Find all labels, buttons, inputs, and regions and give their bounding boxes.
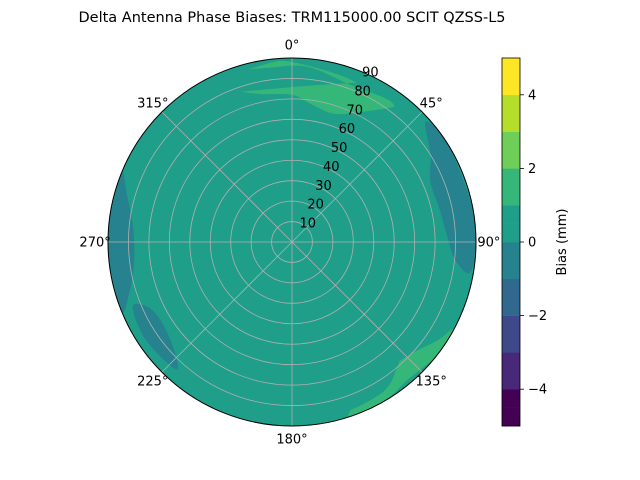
angular-gridline-315 — [161, 111, 293, 243]
radial-label-30: 30 — [315, 179, 332, 194]
angular-tick-labels: 0° 45° 90° 135° 180° 225° 270° 315° — [79, 39, 500, 448]
radial-label-40: 40 — [323, 160, 340, 175]
colorbar-band-11 — [502, 205, 520, 224]
radial-label-80: 80 — [354, 84, 371, 99]
radial-label-70: 70 — [347, 103, 364, 118]
radial-label-90: 90 — [362, 66, 379, 81]
angular-gridline-135 — [291, 241, 423, 373]
angle-label-0: 0° — [285, 39, 300, 54]
colorbar-band-19 — [502, 58, 520, 77]
angle-label-315: 315° — [137, 96, 168, 111]
colorbar-band-12 — [502, 186, 520, 206]
colorbar-band-7 — [502, 278, 520, 298]
polar-grid — [108, 58, 476, 426]
colorbar-band-9 — [502, 242, 520, 261]
colorbar-band-18 — [502, 76, 520, 96]
colorbar-ticklabel-−4: −4 — [528, 383, 547, 398]
angle-label-180: 180° — [276, 432, 307, 447]
colorbar-band-2 — [502, 370, 520, 390]
angle-label-90: 90° — [477, 236, 500, 251]
colorbar-band-1 — [502, 389, 520, 408]
radial-label-60: 60 — [339, 122, 356, 137]
colorbar-band-3 — [502, 352, 520, 372]
colorbar-ticklabel-2: 2 — [528, 162, 536, 177]
colorbar-band-5 — [502, 315, 520, 335]
angle-label-135: 135° — [416, 375, 447, 390]
colorbar-band-8 — [502, 260, 520, 280]
colorbar-band-14 — [502, 150, 520, 169]
contour-region-6 — [132, 303, 179, 370]
radial-label-50: 50 — [331, 141, 348, 156]
colorbar-ticks: −4 −2 0 2 4 — [520, 88, 547, 398]
angle-label-225: 225° — [137, 375, 168, 390]
angle-label-45: 45° — [420, 96, 443, 111]
polar-plot-area: 0° 45° 90° 135° 180° 225° 270° 315° 10 20 30 40 50 6… — [79, 39, 500, 448]
colorbar-band-17 — [502, 94, 520, 114]
colorbar: −4 −2 0 2 4 Bias (mm) — [501, 57, 570, 427]
angular-gridline-45 — [291, 111, 423, 243]
colorbar-band-0 — [502, 407, 520, 427]
colorbar-band-4 — [502, 334, 520, 353]
contour-region-3 — [192, 232, 406, 423]
radial-tick-labels: 10 20 30 40 50 60 70 80 90 — [300, 66, 379, 232]
colorbar-ticklabel-0: 0 — [528, 236, 536, 251]
radial-label-20: 20 — [307, 198, 324, 213]
angle-label-270: 270° — [79, 236, 110, 251]
colorbar-label: Bias (mm) — [555, 209, 570, 276]
colorbar-band-13 — [502, 168, 520, 188]
colorbar-band-6 — [502, 297, 520, 316]
angular-gridline-225 — [161, 241, 293, 373]
polar-outer-frame — [107, 57, 477, 427]
colorbar-band-16 — [502, 113, 520, 132]
radial-label-10: 10 — [300, 217, 317, 232]
colorbar-ticklabel-−2: −2 — [528, 309, 547, 324]
colorbar-color-bands — [502, 58, 520, 427]
colorbar-ticklabel-4: 4 — [528, 88, 536, 103]
colorbar-band-15 — [502, 131, 520, 151]
colorbar-band-10 — [502, 223, 520, 243]
contour-region-4 — [425, 121, 476, 274]
chart-title: Delta Antenna Phase Biases: TRM115000.00… — [79, 10, 506, 26]
